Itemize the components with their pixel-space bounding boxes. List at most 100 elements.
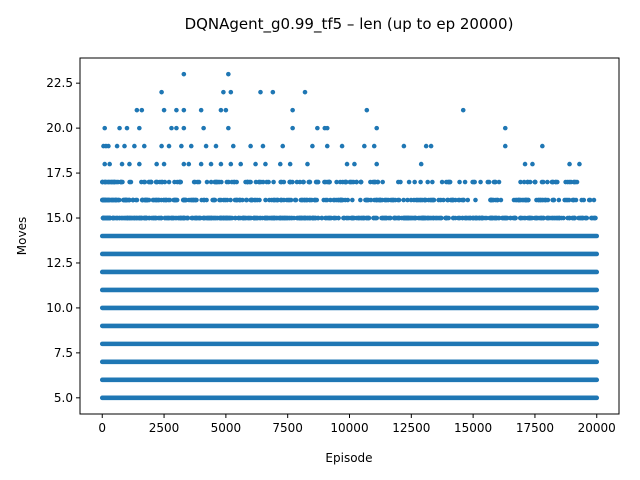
data-points xyxy=(99,71,600,401)
point-y17 xyxy=(395,179,401,185)
point-y16 xyxy=(234,197,239,203)
point-outlier xyxy=(324,143,330,149)
point-y17 xyxy=(439,179,445,185)
point-outlier xyxy=(117,125,122,131)
point-y15 xyxy=(248,215,254,221)
point-y16 xyxy=(495,197,500,203)
point-y15 xyxy=(382,215,387,221)
point-y15 xyxy=(387,215,393,221)
point-y17 xyxy=(157,179,163,185)
point-outlier xyxy=(226,71,231,77)
point-y16 xyxy=(586,197,592,203)
point-y17 xyxy=(553,179,559,185)
point-y15 xyxy=(580,215,586,221)
point-y17 xyxy=(229,179,235,185)
point-outlier xyxy=(198,161,204,167)
point-y15 xyxy=(173,215,178,221)
point-outlier xyxy=(270,89,276,95)
point-y16 xyxy=(536,197,542,203)
point-y16 xyxy=(134,197,140,203)
point-y17 xyxy=(462,179,468,185)
point-y15 xyxy=(593,215,598,221)
point-outlier xyxy=(106,143,111,149)
point-y16 xyxy=(550,197,555,203)
point-y15 xyxy=(456,215,462,221)
point-y17 xyxy=(243,179,248,185)
point-y17 xyxy=(358,179,364,185)
point-y17 xyxy=(492,179,498,185)
point-y15 xyxy=(121,215,126,221)
point-y17 xyxy=(294,179,300,185)
point-y15 xyxy=(336,215,341,221)
point-y16 xyxy=(461,197,466,203)
point-y17 xyxy=(110,179,116,185)
y-tick-label: 12.5 xyxy=(46,256,73,270)
point-y17 xyxy=(278,179,283,185)
point-outlier xyxy=(280,143,286,149)
point-outlier xyxy=(221,89,226,95)
point-y15 xyxy=(233,215,238,221)
point-y16 xyxy=(243,197,249,203)
point-y17 xyxy=(447,179,453,185)
point-outlier xyxy=(401,143,407,149)
point-y15 xyxy=(110,215,115,221)
point-y16 xyxy=(228,197,233,203)
point-outlier xyxy=(174,107,179,113)
point-y15 xyxy=(101,215,107,221)
point-y16 xyxy=(545,197,551,203)
point-y15 xyxy=(202,215,207,221)
point-y16 xyxy=(287,197,292,203)
point-y16 xyxy=(163,197,169,203)
point-y16 xyxy=(377,197,383,203)
point-outlier xyxy=(287,161,293,167)
point-y16 xyxy=(350,197,355,203)
x-tick-label: 15000 xyxy=(454,421,492,435)
point-y15 xyxy=(331,215,336,221)
point-y16 xyxy=(422,197,428,203)
point-y15 xyxy=(190,215,195,221)
point-outlier xyxy=(364,107,370,113)
y-tick-label: 17.5 xyxy=(46,166,73,180)
point-y17 xyxy=(139,179,144,185)
point-y16 xyxy=(523,197,528,203)
point-y17 xyxy=(314,179,319,185)
point-y17 xyxy=(334,179,339,185)
x-axis-ticks: 0 2500 5000 7500 10000 12500 15000 17500 20000 xyxy=(98,414,616,435)
point-outlier xyxy=(181,161,187,167)
point-y15 xyxy=(306,215,312,221)
point-outlier xyxy=(258,89,263,95)
point-outlier xyxy=(522,161,528,167)
point-outlier xyxy=(502,143,508,149)
point-outlier xyxy=(374,161,380,167)
point-outlier xyxy=(253,161,258,167)
point-outlier xyxy=(228,161,234,167)
point-y17 xyxy=(196,179,202,185)
point-y17 xyxy=(406,179,412,185)
point-y16 xyxy=(167,197,173,203)
y-tick-label: 20.0 xyxy=(46,121,73,135)
point-y16 xyxy=(488,197,493,203)
point-y16 xyxy=(392,197,398,203)
point-y15 xyxy=(503,215,509,221)
point-y16 xyxy=(263,197,268,203)
point-y15 xyxy=(301,215,307,221)
point-y17 xyxy=(234,179,239,185)
point-y15 xyxy=(499,215,505,221)
point-y17 xyxy=(349,179,355,185)
point-y16 xyxy=(146,197,152,203)
point-y16 xyxy=(106,197,112,203)
point-y16 xyxy=(314,197,320,203)
point-y15 xyxy=(260,215,265,221)
x-tick-label: 0 xyxy=(98,421,106,435)
point-y17 xyxy=(166,179,172,185)
x-axis-label: Episode xyxy=(325,451,372,465)
point-y15 xyxy=(395,215,401,221)
point-y16 xyxy=(281,197,287,203)
point-y17 xyxy=(253,179,259,185)
point-y17 xyxy=(327,179,332,185)
point-outlier xyxy=(260,143,266,149)
point-y16 xyxy=(237,197,243,203)
point-y16 xyxy=(338,197,344,203)
